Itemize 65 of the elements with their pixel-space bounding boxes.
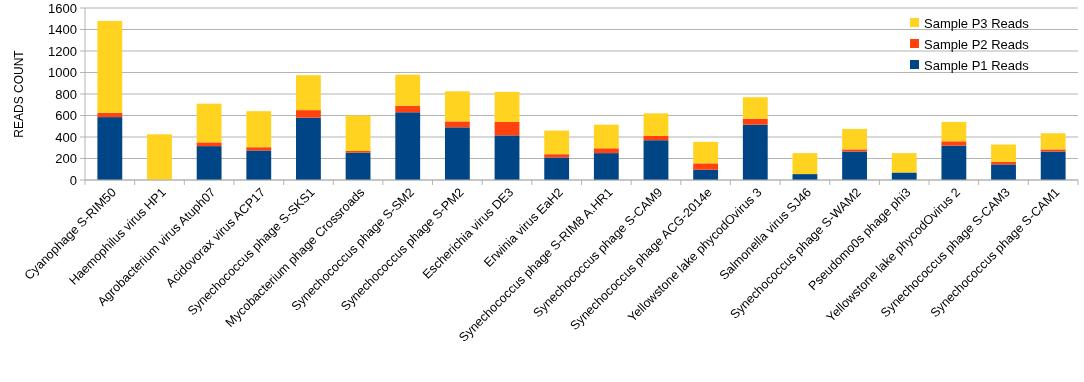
bar bbox=[891, 153, 917, 173]
y-tick-label: 0 bbox=[69, 172, 77, 188]
bar bbox=[395, 105, 421, 113]
bar bbox=[544, 154, 570, 158]
y-tick-label: 1400 bbox=[48, 22, 77, 38]
bar bbox=[196, 146, 222, 180]
bar bbox=[643, 140, 669, 180]
bar bbox=[494, 121, 520, 136]
bar bbox=[643, 135, 669, 141]
bar bbox=[842, 149, 867, 152]
y-tick-label: 200 bbox=[55, 151, 77, 167]
bar bbox=[991, 144, 1016, 162]
bar bbox=[246, 111, 272, 148]
bar bbox=[544, 130, 570, 155]
bar bbox=[444, 121, 470, 128]
bar bbox=[1040, 149, 1066, 152]
bar bbox=[494, 91, 520, 122]
bar bbox=[345, 115, 371, 151]
bar bbox=[1040, 151, 1066, 180]
bar bbox=[643, 113, 669, 136]
bar bbox=[593, 148, 619, 154]
bar bbox=[395, 112, 421, 180]
bar bbox=[494, 135, 520, 180]
y-tick-label: 1600 bbox=[48, 0, 77, 16]
bar bbox=[246, 147, 272, 151]
y-tick-label: 600 bbox=[55, 108, 77, 124]
bar bbox=[941, 121, 967, 142]
bar bbox=[991, 164, 1016, 180]
y-tick-label: 800 bbox=[55, 86, 77, 102]
bar bbox=[296, 75, 321, 111]
y-axis-title: READS COUNT bbox=[12, 49, 26, 138]
bar bbox=[742, 118, 768, 125]
bar bbox=[1040, 133, 1066, 150]
bar bbox=[544, 157, 570, 180]
bar bbox=[196, 142, 222, 147]
bar bbox=[891, 172, 917, 180]
bar bbox=[296, 117, 321, 180]
legend-label: Sample P1 Reads bbox=[924, 57, 1030, 73]
bar bbox=[196, 103, 222, 143]
bar bbox=[693, 163, 719, 170]
bar bbox=[296, 110, 321, 118]
bar bbox=[842, 128, 867, 150]
y-tick-label: 400 bbox=[55, 129, 77, 145]
bar bbox=[444, 91, 470, 122]
bar bbox=[693, 141, 719, 164]
y-tick-label: 1200 bbox=[48, 43, 77, 59]
y-tick-label: 1000 bbox=[48, 65, 77, 81]
bar bbox=[147, 134, 172, 180]
bar bbox=[97, 20, 123, 113]
bar bbox=[941, 141, 967, 146]
legend-label: Sample P2 Reads bbox=[924, 36, 1030, 52]
bar bbox=[97, 117, 123, 180]
bar bbox=[842, 151, 867, 180]
bar bbox=[246, 150, 272, 180]
bar bbox=[593, 124, 619, 149]
bar bbox=[593, 153, 619, 180]
bar bbox=[941, 145, 967, 180]
bar bbox=[444, 127, 470, 180]
bar bbox=[395, 74, 421, 106]
legend-label: Sample P3 Reads bbox=[924, 15, 1030, 31]
bar bbox=[742, 97, 768, 119]
bar bbox=[792, 153, 818, 175]
bar bbox=[742, 124, 768, 180]
bar bbox=[97, 112, 123, 118]
bar bbox=[345, 152, 371, 180]
